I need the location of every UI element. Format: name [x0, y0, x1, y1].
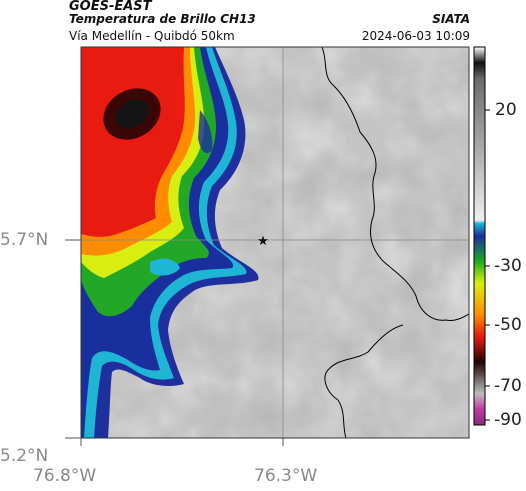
cloud-region [81, 47, 259, 438]
lat-tick-label: 5.2°N [0, 446, 49, 466]
organization-label: SIATA [432, 12, 470, 26]
colorbar-tick-label: -50 [494, 315, 522, 335]
satellite-name: GOES-EAST [69, 0, 152, 14]
lat-tick-label: 5.7°N [0, 230, 49, 250]
map-area: ★ [81, 47, 469, 438]
map-ticks [65, 239, 284, 446]
colorbar-tick-label: -90 [494, 410, 522, 430]
colorbar-tick-label: -30 [494, 256, 522, 276]
colorbar [473, 46, 486, 426]
lon-tick-label: 76.8°W [33, 466, 97, 486]
star-marker: ★ [257, 234, 269, 249]
lon-tick-label: 76.3°W [254, 466, 318, 486]
timestamp-label: 2024-06-03 10:09 [361, 29, 470, 43]
product-title: Temperatura de Brillo CH13 [69, 12, 256, 26]
region-label: Vía Medellín - Quibdó 50km [69, 29, 235, 43]
colorbar-ticks [485, 109, 490, 421]
map-grid [81, 47, 469, 438]
colorbar-tick-label: 20 [495, 100, 517, 120]
map-frame [80, 46, 470, 439]
border-lines [321, 47, 469, 438]
colorbar-tick-label: -70 [494, 376, 522, 396]
